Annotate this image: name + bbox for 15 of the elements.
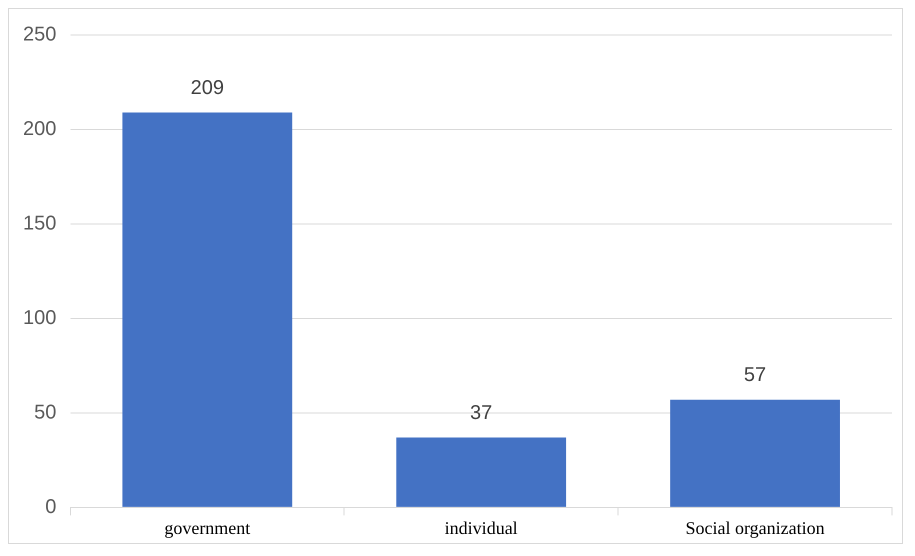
y-tick-label: 150 [22, 212, 56, 234]
y-tick-label: 100 [22, 306, 56, 329]
y-tick-label: 200 [22, 118, 56, 140]
data-label: 209 [190, 76, 224, 99]
data-label: 57 [744, 364, 766, 386]
bar [122, 112, 292, 507]
y-tick-label: 0 [45, 496, 56, 518]
y-tick-label: 50 [34, 401, 56, 424]
bar [670, 400, 840, 507]
x-tick-label: government [164, 518, 250, 538]
data-label: 37 [470, 402, 492, 424]
bar [396, 437, 566, 507]
x-tick-label: individual [444, 518, 518, 538]
x-tick-label: Social organization [685, 518, 825, 538]
y-tick-label: 250 [22, 24, 56, 46]
